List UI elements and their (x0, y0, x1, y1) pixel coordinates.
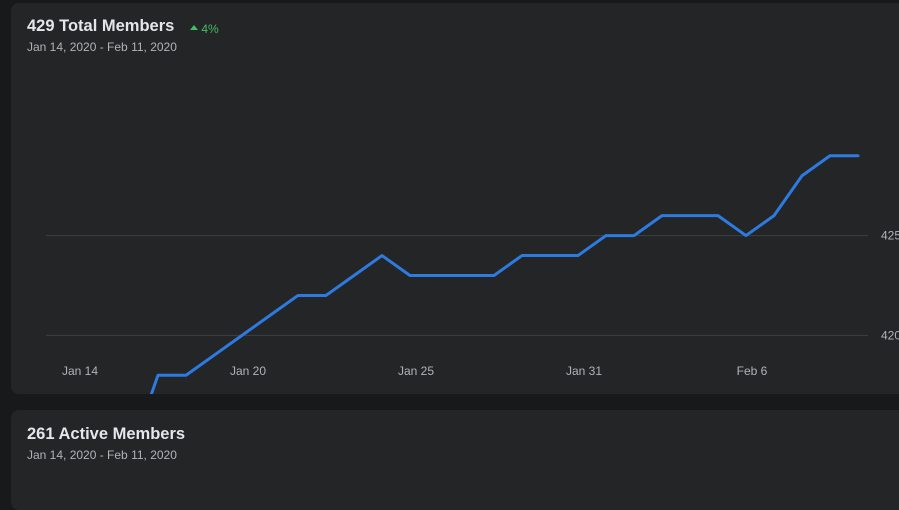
growth-value: 4% (201, 21, 219, 36)
data-point[interactable] (600, 230, 612, 242)
data-point[interactable] (516, 250, 528, 262)
card-header: 261 Active Members (27, 425, 185, 444)
y-tick-label: 420 (881, 328, 899, 342)
data-point[interactable] (264, 309, 276, 321)
data-point[interactable] (712, 210, 724, 222)
total-members-card: 429 Total Members 4% Jan 14, 2020 - Feb … (11, 3, 899, 394)
data-point[interactable] (208, 349, 220, 361)
data-point[interactable] (320, 289, 332, 301)
members-series-line[interactable] (46, 154, 860, 394)
y-tick-label: 425 (881, 229, 899, 243)
data-point[interactable] (572, 250, 584, 262)
data-point[interactable] (488, 269, 500, 281)
data-point[interactable] (852, 150, 864, 162)
x-tick-label: Feb 6 (737, 364, 768, 378)
data-point[interactable] (796, 170, 808, 182)
data-point[interactable] (292, 289, 304, 301)
up-arrow-icon (190, 25, 199, 30)
x-tick-label: Jan 25 (398, 364, 434, 378)
date-range: Jan 14, 2020 - Feb 11, 2020 (27, 40, 177, 54)
data-point[interactable] (684, 210, 696, 222)
data-point[interactable] (824, 150, 836, 162)
data-point[interactable] (628, 230, 640, 242)
data-point[interactable] (180, 369, 192, 381)
data-point[interactable] (460, 269, 472, 281)
data-point[interactable] (656, 210, 668, 222)
date-range: Jan 14, 2020 - Feb 11, 2020 (27, 448, 177, 462)
active-members-card: 261 Active Members Jan 14, 2020 - Feb 11… (11, 410, 899, 510)
card-header: 429 Total Members 4% (27, 17, 219, 36)
x-tick-label: Jan 20 (230, 364, 266, 378)
x-tick-label: Jan 14 (62, 364, 98, 378)
data-point[interactable] (432, 269, 444, 281)
card-title: 261 Active Members (27, 425, 186, 443)
growth-badge: 4% (190, 21, 219, 36)
x-tick-label: Jan 31 (566, 364, 602, 378)
data-point[interactable] (376, 250, 388, 262)
data-point[interactable] (348, 269, 360, 281)
data-point[interactable] (544, 250, 556, 262)
card-title: 429 Total Members (27, 17, 175, 35)
data-point[interactable] (152, 369, 164, 381)
data-point[interactable] (768, 210, 780, 222)
data-point[interactable] (740, 230, 752, 242)
data-point[interactable] (404, 269, 416, 281)
data-point[interactable] (236, 329, 248, 341)
